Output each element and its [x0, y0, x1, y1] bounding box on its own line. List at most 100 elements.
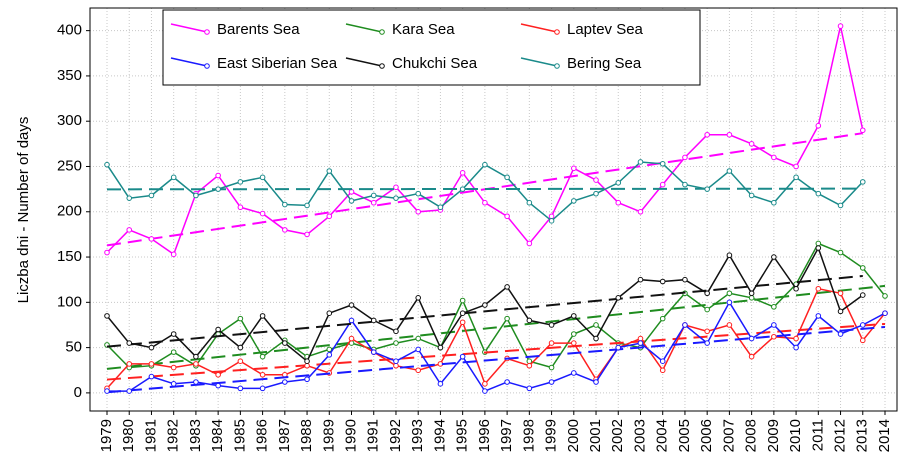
data-point	[615, 199, 622, 206]
data-point	[548, 364, 555, 371]
data-point	[504, 379, 510, 385]
data-point	[393, 195, 399, 201]
data-point	[393, 362, 399, 369]
data-point	[748, 294, 755, 301]
x-tick-label: 2002	[609, 419, 626, 452]
data-point	[859, 322, 866, 328]
data-point	[370, 317, 377, 324]
data-point	[837, 331, 844, 337]
data-point	[659, 358, 666, 364]
data-point	[126, 195, 133, 201]
data-point	[704, 131, 710, 138]
data-point	[370, 199, 377, 206]
data-point	[282, 201, 288, 208]
data-point	[348, 335, 355, 342]
legend-line	[520, 23, 558, 33]
data-point	[393, 358, 399, 364]
data-point	[237, 385, 244, 392]
data-point	[459, 319, 466, 326]
series	[104, 23, 866, 258]
data-point	[793, 174, 799, 181]
x-tick-label: 1997	[498, 419, 515, 452]
data-point	[326, 346, 333, 353]
data-point	[771, 322, 777, 328]
data-point	[193, 192, 199, 199]
data-point	[704, 290, 710, 297]
data-point	[659, 278, 666, 285]
data-point	[571, 370, 577, 376]
data-point	[304, 202, 310, 209]
data-point	[548, 218, 555, 224]
data-point	[437, 204, 444, 211]
data-point	[148, 373, 155, 380]
data-point	[282, 379, 288, 385]
data-point	[459, 353, 466, 360]
x-tick-label: 1984	[209, 419, 226, 452]
legend-line	[345, 57, 383, 67]
data-point	[393, 184, 399, 191]
data-point	[615, 344, 622, 351]
data-point	[393, 340, 399, 346]
data-point	[126, 340, 133, 346]
data-point	[504, 315, 510, 322]
data-point	[726, 299, 733, 306]
data-point	[304, 358, 310, 364]
data-point	[815, 245, 822, 251]
data-point	[771, 254, 777, 260]
data-line	[106, 242, 886, 369]
data-point	[815, 190, 822, 197]
data-point	[348, 198, 355, 204]
data-point	[526, 199, 533, 206]
data-point	[104, 388, 110, 394]
data-point	[859, 292, 866, 298]
data-point	[593, 335, 599, 342]
data-point	[504, 213, 510, 220]
x-tick-label: 1983	[187, 419, 204, 452]
x-tick-label: 1996	[476, 419, 493, 452]
data-point	[704, 340, 710, 346]
data-point	[370, 192, 377, 199]
x-tick-label: 2005	[676, 419, 693, 452]
data-point	[637, 340, 644, 346]
data-point	[815, 285, 822, 292]
legend-marker	[379, 29, 385, 35]
data-point	[348, 317, 355, 324]
x-tick-label: 1994	[431, 419, 448, 452]
data-point	[415, 367, 422, 374]
data-point	[326, 213, 333, 220]
data-point	[748, 290, 755, 297]
data-point	[415, 335, 422, 342]
legend-marker	[554, 29, 560, 35]
data-point	[170, 381, 177, 387]
data-point	[326, 352, 333, 358]
data-point	[170, 331, 177, 337]
data-point	[637, 208, 644, 215]
data-point	[282, 227, 288, 233]
x-tick-label: 2010	[787, 419, 804, 452]
legend-marker	[554, 63, 560, 69]
data-point	[593, 379, 599, 385]
y-tick-label: 0	[74, 384, 82, 401]
y-tick-label: 400	[57, 22, 82, 39]
data-point	[548, 340, 555, 346]
data-point	[882, 293, 888, 299]
data-point	[882, 310, 888, 316]
data-point	[637, 335, 644, 342]
data-point	[215, 371, 221, 378]
x-tick-label: 2001	[587, 419, 604, 452]
legend-label: Barents Sea	[217, 21, 300, 38]
trend-line	[106, 325, 886, 394]
data-point	[415, 346, 422, 353]
data-point	[304, 231, 310, 238]
y-axis-label: Liczba dni - Number of days	[15, 117, 32, 304]
data-point	[148, 236, 155, 242]
data-point	[815, 240, 822, 247]
data-point	[837, 249, 844, 256]
data-point	[837, 290, 844, 297]
data-point	[548, 322, 555, 328]
x-tick-label: 1991	[365, 419, 382, 452]
data-point	[215, 326, 221, 333]
data-point	[837, 308, 844, 315]
x-tick-label: 1990	[342, 419, 359, 452]
